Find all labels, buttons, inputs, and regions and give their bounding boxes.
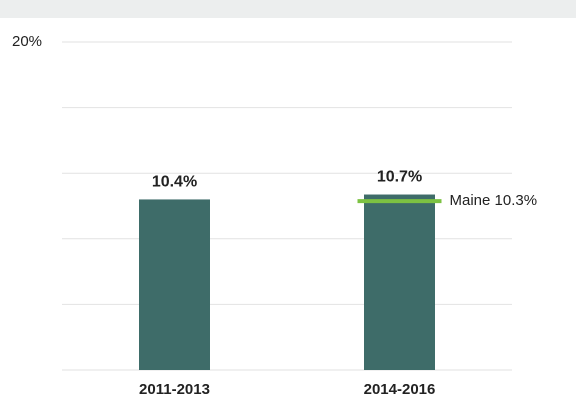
- value-label: 10.7%: [377, 169, 422, 186]
- y-tick-label: 20%: [12, 33, 42, 50]
- x-tick-label: 2011-2013: [139, 381, 210, 398]
- value-label: 10.4%: [152, 174, 197, 191]
- x-tick-label: 2014-2016: [364, 381, 436, 398]
- bar: [364, 194, 435, 370]
- bar: [139, 199, 210, 370]
- reference-label: Maine 10.3%: [450, 192, 538, 209]
- header-strip: [0, 0, 576, 18]
